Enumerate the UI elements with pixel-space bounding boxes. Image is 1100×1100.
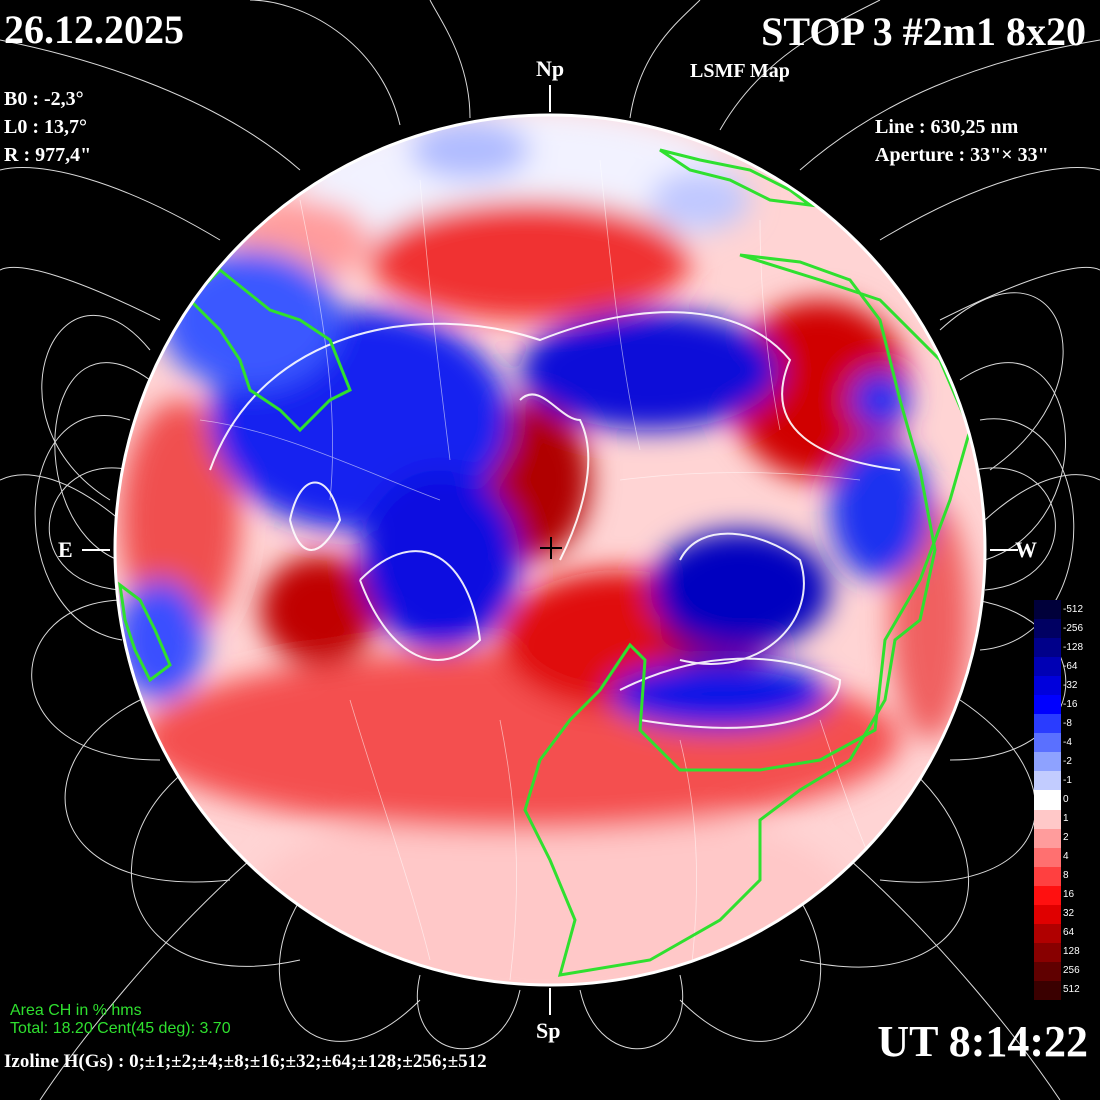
param-aperture: Aperture : 33"× 33": [875, 144, 1049, 166]
area-summary: Total: 18.20 Cent(45 deg): 3.70: [10, 1020, 231, 1037]
izoline-legend: Izoline H(Gs) : 0;±1;±2;±4;±8;±16;±32;±6…: [4, 1051, 487, 1072]
color-scale-label: -128: [1063, 641, 1084, 653]
color-scale-label: -1: [1063, 774, 1072, 786]
color-scale-label: 0: [1063, 794, 1069, 805]
color-scale-label: -8: [1063, 717, 1072, 729]
color-scale-swatch: [1034, 676, 1061, 696]
disk-center-cross: [540, 537, 562, 559]
param-b0: B0 : -2,3°: [4, 88, 84, 110]
color-scale-swatch: [1034, 619, 1061, 639]
color-scale-swatch: [1034, 904, 1061, 925]
observation-date: 26.12.2025: [4, 7, 184, 52]
color-scale-swatch: [1034, 752, 1061, 772]
color-scale-swatch: [1034, 828, 1061, 849]
east-label: E: [58, 537, 73, 562]
color-scale-label: 512: [1063, 984, 1080, 996]
color-scale-label: -16: [1063, 698, 1078, 710]
color-scale-label: 2: [1063, 832, 1069, 844]
color-scale-swatch: [1034, 695, 1061, 715]
color-scale-label: 16: [1063, 889, 1075, 901]
color-scale-label: 32: [1063, 908, 1075, 920]
color-scale-label: -4: [1063, 736, 1072, 748]
north-pole-label: Np: [536, 56, 565, 81]
color-scale-swatch: [1034, 942, 1061, 963]
color-scale-swatch: [1034, 866, 1061, 887]
color-scale-label: -64: [1063, 660, 1078, 672]
area-heading: Area CH in % hms: [10, 1002, 142, 1019]
map-subtitle: LSMF Map: [690, 60, 790, 82]
color-scale-label: -256: [1063, 622, 1084, 634]
color-scale-swatch: [1034, 885, 1061, 906]
south-pole-label: Sp: [536, 1018, 561, 1043]
color-scale-label: 64: [1063, 927, 1075, 939]
color-scale-swatch: [1034, 923, 1061, 944]
color-scale-label: -512: [1063, 603, 1084, 615]
color-scale-swatch: [1034, 771, 1061, 791]
param-l0: L0 : 13,7°: [4, 116, 87, 138]
color-scale-label: 8: [1063, 870, 1069, 882]
color-scale-label: 1: [1063, 813, 1069, 825]
coronal-hole-outlines: [118, 148, 972, 977]
color-scale-swatch: [1034, 638, 1061, 658]
color-scale-swatch: [1034, 790, 1061, 811]
color-scale-swatch: [1034, 657, 1061, 677]
color-scale-swatch: [1034, 600, 1061, 620]
color-scale-swatch: [1034, 980, 1061, 1001]
color-scale-swatch: [1034, 961, 1061, 982]
param-r: R : 977,4": [4, 144, 92, 166]
ut-time: UT 8:14:22: [877, 1017, 1088, 1066]
color-scale-legend: -512 -256 -128 -64 -32 -16 -8 -4 -2 -1 0 1 2 4 8 16 32 64…: [1034, 600, 1096, 1001]
map-title: STOP 3 #2m1 8x20: [761, 9, 1086, 54]
color-scale-label: -2: [1063, 755, 1072, 767]
color-scale-swatch: [1034, 809, 1061, 830]
color-scale-swatch: [1034, 847, 1061, 868]
west-label: W: [1015, 537, 1037, 562]
param-line: Line : 630,25 nm: [875, 116, 1019, 138]
color-scale-label: -32: [1063, 679, 1078, 691]
color-scale-swatch: [1034, 733, 1061, 753]
color-scale-label: 4: [1063, 851, 1069, 863]
color-scale-label: 128: [1063, 946, 1080, 958]
color-scale-swatch: [1034, 714, 1061, 734]
color-scale-label: 256: [1063, 965, 1080, 977]
